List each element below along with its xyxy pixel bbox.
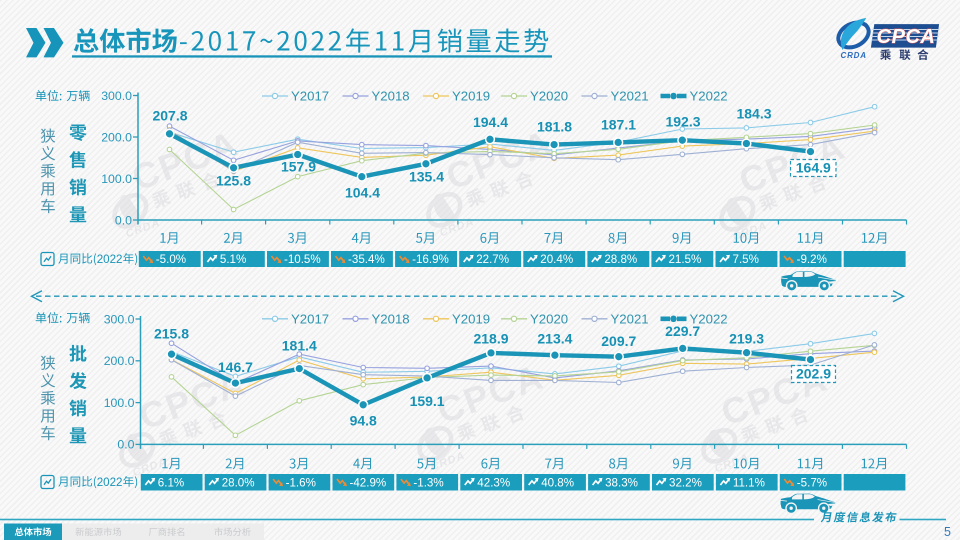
svg-text:300.0: 300.0 (101, 89, 132, 103)
svg-text:38.3%: 38.3% (605, 476, 638, 489)
svg-text:218.9: 218.9 (473, 331, 508, 347)
svg-text:2022: 2022 (97, 253, 123, 266)
svg-text:40.8%: 40.8% (541, 476, 574, 489)
svg-text:2022: 2022 (97, 476, 123, 489)
svg-text:-16.9%: -16.9% (412, 253, 449, 266)
svg-text:28.0%: 28.0% (222, 476, 255, 489)
svg-text:300.0: 300.0 (104, 312, 135, 326)
svg-text:Y2020: Y2020 (530, 89, 568, 104)
svg-text:157.9: 157.9 (281, 159, 316, 175)
svg-text:200.0: 200.0 (101, 130, 132, 144)
svg-text:-1.3%: -1.3% (413, 476, 443, 489)
svg-text:181.4: 181.4 (282, 338, 317, 354)
svg-text:-10.5%: -10.5% (284, 253, 321, 266)
svg-text:164.9: 164.9 (796, 159, 831, 175)
svg-text:Y2019: Y2019 (452, 89, 490, 104)
svg-text:Y2017: Y2017 (291, 89, 329, 104)
svg-text:194.4: 194.4 (473, 114, 508, 130)
svg-text:-5.0%: -5.0% (156, 253, 186, 266)
svg-text:100.0: 100.0 (104, 396, 135, 410)
svg-text:-1.6%: -1.6% (286, 476, 316, 489)
svg-text:5: 5 (944, 525, 951, 539)
svg-text:146.7: 146.7 (218, 359, 253, 375)
svg-text:-5.7%: -5.7% (797, 476, 827, 489)
svg-text:213.4: 213.4 (537, 331, 572, 347)
svg-text:Y2022: Y2022 (690, 312, 728, 327)
svg-text:135.4: 135.4 (409, 169, 444, 185)
svg-text:20.4%: 20.4% (540, 253, 573, 266)
svg-text:22.7%: 22.7% (476, 253, 509, 266)
svg-text:5.1%: 5.1% (220, 253, 246, 266)
svg-text:11.1%: 11.1% (733, 476, 765, 489)
svg-text:Y2018: Y2018 (372, 312, 410, 327)
svg-text:Y2017: Y2017 (291, 312, 329, 327)
svg-text:100.0: 100.0 (101, 172, 132, 186)
svg-text:21.5%: 21.5% (668, 253, 701, 266)
svg-text:28.8%: 28.8% (604, 253, 637, 266)
svg-text:42.3%: 42.3% (477, 476, 510, 489)
svg-text:229.7: 229.7 (665, 323, 700, 339)
svg-text:Y2021: Y2021 (611, 89, 649, 104)
svg-text:207.8: 207.8 (152, 108, 187, 124)
svg-text:0.0: 0.0 (117, 438, 134, 452)
svg-text:CPCA: CPCA (877, 26, 936, 48)
svg-text:CRDA: CRDA (841, 51, 867, 60)
svg-text:94.8: 94.8 (350, 413, 377, 429)
svg-text:125.8: 125.8 (216, 173, 251, 189)
svg-text:-42.9%: -42.9% (350, 476, 387, 489)
svg-text:215.8: 215.8 (154, 326, 189, 342)
svg-text:200.0: 200.0 (104, 354, 135, 368)
svg-text:-9.2%: -9.2% (797, 253, 827, 266)
svg-text:0.0: 0.0 (115, 213, 132, 227)
svg-text:202.9: 202.9 (796, 365, 831, 381)
svg-text:Y2019: Y2019 (452, 312, 490, 327)
svg-text:219.3: 219.3 (729, 331, 764, 347)
svg-text:6.1%: 6.1% (158, 476, 184, 489)
svg-text:-35.4%: -35.4% (348, 253, 385, 266)
svg-text:Y2021: Y2021 (611, 312, 649, 327)
svg-text:187.1: 187.1 (601, 117, 636, 133)
svg-text:104.4: 104.4 (345, 185, 380, 201)
svg-text:192.3: 192.3 (665, 114, 700, 130)
svg-text:32.2%: 32.2% (669, 476, 702, 489)
svg-text:7.5%: 7.5% (733, 253, 759, 266)
svg-text:Y2018: Y2018 (372, 89, 410, 104)
svg-text:209.7: 209.7 (601, 333, 636, 349)
svg-text:181.8: 181.8 (537, 119, 572, 135)
svg-text:159.1: 159.1 (410, 393, 445, 409)
svg-text:Y2020: Y2020 (530, 312, 568, 327)
svg-text:Y2022: Y2022 (690, 89, 728, 104)
svg-text:184.3: 184.3 (736, 106, 771, 122)
